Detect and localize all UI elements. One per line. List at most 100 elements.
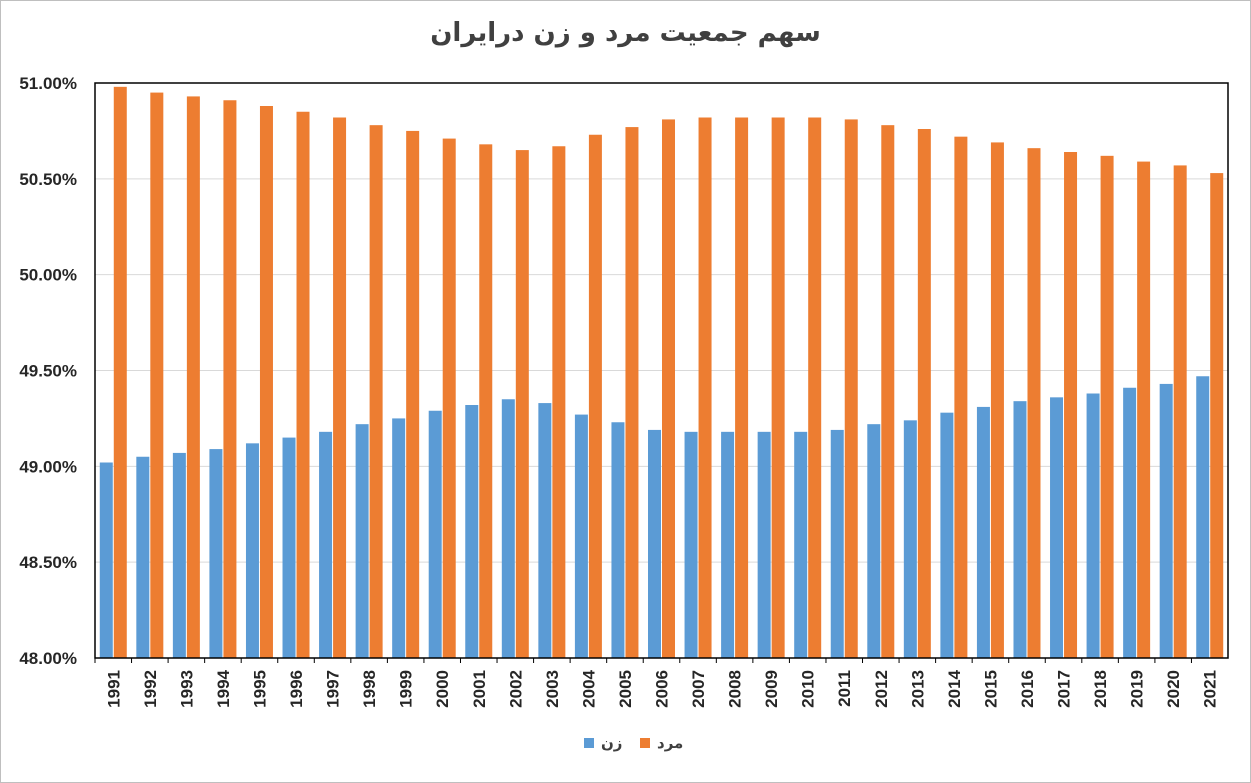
- x-tick-label: 2015: [981, 670, 1000, 708]
- bar-female-2004: [574, 414, 588, 658]
- x-tick-label: 2019: [1128, 670, 1147, 708]
- x-tick-label: 1993: [177, 670, 196, 708]
- x-tick-label: 2016: [1018, 670, 1037, 708]
- bar-male-1998: [369, 125, 383, 658]
- y-tick-label: 50.50%: [19, 170, 77, 189]
- bar-female-1992: [136, 456, 150, 658]
- bar-female-1999: [392, 418, 406, 658]
- x-tick-label: 2008: [726, 670, 745, 708]
- bar-male-2017: [1064, 152, 1078, 658]
- bar-male-2012: [881, 125, 895, 658]
- axes: 48.00% 48.50% 49.00% 49.50% 50.00% 50.50% 51.0…: [19, 74, 1229, 708]
- x-tick-label: 2017: [1055, 670, 1074, 708]
- x-tick-label: 2013: [908, 670, 927, 708]
- bar-male-1999: [406, 130, 420, 658]
- bar-male-2002: [515, 150, 529, 659]
- bar-female-2006: [648, 429, 661, 658]
- bars: [99, 86, 1224, 659]
- bar-male-2011: [844, 119, 858, 658]
- x-tick-label: 2021: [1201, 670, 1220, 708]
- y-tick-label: 49.50%: [19, 362, 77, 381]
- bar-male-2010: [808, 117, 822, 658]
- bar-male-2016: [1027, 148, 1041, 658]
- bar-female-2005: [611, 422, 625, 658]
- x-tick-label: 2020: [1164, 670, 1183, 708]
- bar-male-2004: [588, 134, 602, 658]
- bar-male-2007: [698, 117, 712, 658]
- x-tick-label: 2006: [653, 670, 672, 708]
- x-tick-label: 2001: [470, 670, 489, 708]
- plot-border: [94, 82, 1229, 659]
- bar-male-2018: [1100, 155, 1114, 659]
- bar-female-2003: [538, 403, 552, 658]
- x-tick-label: 2003: [543, 670, 562, 708]
- x-tick-label: 1994: [214, 669, 233, 707]
- bar-male-1993: [186, 96, 200, 658]
- x-tick-label: 1996: [287, 670, 306, 708]
- bar-male-1995: [259, 106, 273, 658]
- bar-male-2000: [442, 138, 456, 659]
- x-tick-label: 1991: [104, 670, 123, 708]
- bar-female-2017: [1050, 397, 1064, 658]
- bar-female-2015: [976, 406, 990, 658]
- y-tick-label: 48.50%: [19, 553, 77, 572]
- x-tick-label: 1997: [324, 670, 343, 708]
- x-tick-label: 2010: [799, 670, 818, 708]
- x-tick-label: 2018: [1091, 670, 1110, 708]
- bar-female-2001: [465, 405, 479, 658]
- x-tick-label: 2004: [579, 669, 598, 707]
- bar-female-1997: [319, 431, 333, 658]
- bar-female-1994: [209, 449, 223, 658]
- bar-female-1998: [355, 424, 369, 658]
- chart-title: سهم جمعیت مرد و زن درایران: [430, 18, 821, 48]
- legend-label-male: مرد: [657, 734, 683, 752]
- bar-female-1991: [99, 462, 113, 658]
- bar-female-2007: [684, 431, 698, 658]
- x-tick-label: 1995: [250, 670, 269, 708]
- bar-female-2013: [903, 420, 917, 658]
- bar-male-2006: [662, 119, 675, 658]
- bar-female-1995: [245, 443, 259, 658]
- bar-male-1991: [113, 86, 127, 659]
- bar-female-2021: [1196, 376, 1210, 658]
- x-tick-label: 2011: [835, 670, 854, 707]
- x-tick-label: 1999: [397, 670, 416, 708]
- x-tick-label: 1998: [360, 670, 379, 708]
- x-tick-label: 2014: [945, 669, 964, 707]
- y-tick-label: 51.00%: [19, 74, 77, 93]
- bar-female-2009: [757, 431, 771, 658]
- bar-male-1992: [150, 92, 164, 659]
- bar-female-2008: [721, 431, 735, 658]
- bar-female-1996: [282, 437, 296, 658]
- legend-swatch-female: [584, 738, 594, 748]
- x-tick-label: 2000: [433, 670, 452, 708]
- bar-male-1997: [333, 117, 347, 658]
- x-tick-label: 2002: [506, 670, 525, 708]
- bar-male-1994: [223, 100, 237, 658]
- x-tick-label: 1992: [141, 670, 160, 708]
- bar-female-1993: [172, 452, 186, 658]
- legend: زن مرد: [584, 734, 683, 752]
- x-tick-label: 2009: [762, 670, 781, 708]
- bar-male-2021: [1210, 173, 1224, 659]
- bar-female-2002: [501, 399, 515, 658]
- bar-male-2013: [917, 129, 931, 658]
- bar-female-2000: [428, 410, 442, 658]
- x-tick-label: 2012: [872, 670, 891, 708]
- bar-female-2018: [1086, 393, 1100, 658]
- bar-female-2012: [867, 424, 881, 658]
- bar-male-2020: [1173, 165, 1187, 658]
- bar-female-2020: [1159, 383, 1173, 658]
- bar-male-2003: [552, 146, 566, 658]
- bar-male-2005: [625, 127, 639, 659]
- bar-female-2016: [1013, 401, 1027, 658]
- bar-female-2011: [830, 429, 844, 658]
- y-tick-label: 49.00%: [19, 457, 77, 476]
- legend-swatch-male: [640, 738, 650, 748]
- bar-male-2015: [990, 142, 1004, 658]
- bar-male-2008: [735, 117, 749, 658]
- x-tick-label: 2005: [616, 670, 635, 708]
- legend-label-female: زن: [601, 734, 622, 752]
- x-tick-label: 2007: [689, 670, 708, 708]
